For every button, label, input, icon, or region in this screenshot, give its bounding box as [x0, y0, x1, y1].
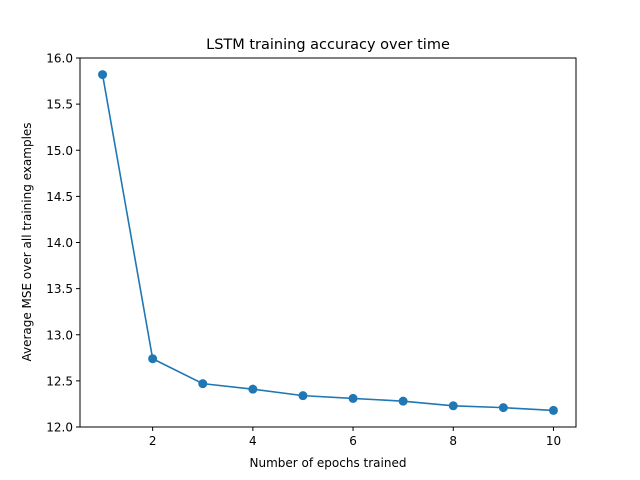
series-line: [101, 74, 554, 412]
y-axis-label: Average MSE over all training examples: [20, 122, 34, 361]
data-point: [348, 393, 358, 403]
y-tick-label: 14.0: [46, 236, 73, 250]
data-point: [448, 401, 458, 411]
y-tick-label: 13.5: [46, 282, 73, 296]
data-point: [148, 354, 158, 364]
data-point: [298, 391, 308, 401]
x-axis-ticks: 2 4 6 8 10: [149, 427, 561, 448]
y-tick-label: 12.5: [46, 374, 73, 388]
data-point: [248, 384, 258, 394]
y-tick-label: 16.0: [46, 52, 73, 66]
x-tick-label: 8: [449, 434, 457, 448]
data-point: [98, 70, 108, 80]
data-point: [198, 379, 208, 389]
series-layer: [98, 70, 558, 415]
y-tick-label: 15.0: [46, 144, 73, 158]
y-axis-ticks: 12.0 12.5 13.0 13.5 14.0 14.5 15.0 15.5 16.0: [46, 52, 80, 435]
data-point: [548, 405, 558, 415]
x-tick-label: 6: [349, 434, 357, 448]
chart-title: LSTM training accuracy over time: [206, 37, 450, 53]
plot-frame: [79, 57, 577, 428]
x-tick-label: 4: [249, 434, 257, 448]
y-tick-label: 13.0: [46, 328, 73, 342]
x-axis-label: Number of epochs trained: [250, 456, 407, 470]
data-point: [498, 403, 508, 413]
y-tick-label: 12.0: [46, 421, 73, 435]
plot-area: [79, 57, 577, 428]
x-tick-label: 10: [546, 434, 561, 448]
data-point: [398, 396, 408, 406]
x-tick-label: 2: [149, 434, 157, 448]
y-tick-label: 14.5: [46, 190, 73, 204]
y-tick-label: 15.5: [46, 98, 73, 112]
